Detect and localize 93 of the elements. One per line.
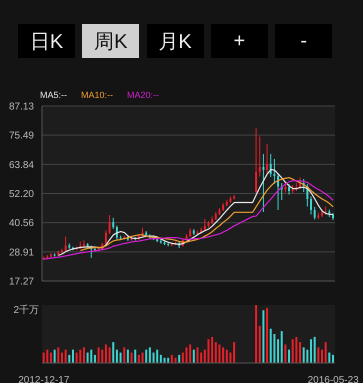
text: 2千万 — [13, 304, 39, 318]
bar — [324, 342, 327, 363]
bar — [57, 347, 60, 363]
candlestick — [299, 176, 302, 190]
bar — [288, 350, 290, 363]
bar — [104, 344, 107, 363]
bar — [50, 352, 52, 363]
y-tick-label: 28.91 — [8, 247, 34, 258]
candlestick — [112, 217, 114, 230]
candlestick — [204, 218, 206, 232]
bar — [138, 354, 140, 363]
bar — [314, 336, 316, 363]
y-tick-label: 75.49 — [8, 130, 34, 142]
bar — [112, 342, 114, 363]
line-series — [43, 180, 334, 260]
bar — [126, 350, 129, 363]
candlestick — [255, 128, 258, 194]
candlestick — [262, 153, 264, 213]
candlestick — [104, 230, 107, 246]
candlestick — [288, 183, 290, 195]
x-tick-label: 2016-05-23 — [308, 375, 360, 383]
text: + — [210, 24, 268, 58]
bar — [134, 350, 136, 363]
bar — [145, 350, 148, 363]
bar — [160, 354, 162, 363]
candlestick — [284, 181, 286, 193]
candlestick — [314, 206, 316, 220]
bar — [207, 339, 210, 363]
bar — [292, 339, 294, 363]
bar — [123, 347, 126, 363]
y-tick-label: 87.13 — [8, 102, 34, 113]
bar — [266, 308, 268, 363]
text: MA20:-- — [127, 90, 160, 100]
bar — [130, 352, 133, 363]
bar — [42, 352, 45, 363]
bar — [156, 350, 158, 363]
bar — [148, 347, 151, 363]
candlestick — [108, 214, 111, 235]
bar — [116, 350, 118, 363]
bar — [46, 350, 48, 363]
bar — [222, 347, 224, 363]
bar — [120, 352, 122, 363]
y-tick-label: 63.84 — [8, 160, 34, 171]
bar — [72, 350, 74, 363]
text: - — [275, 24, 332, 58]
bar — [178, 354, 180, 363]
line-series — [80, 177, 334, 252]
candlestick — [310, 196, 312, 216]
bar — [189, 344, 192, 363]
text: 月K — [146, 24, 204, 58]
bar — [211, 336, 214, 363]
text: 周K — [82, 24, 140, 58]
bar — [86, 352, 89, 363]
text: 日K — [18, 24, 75, 58]
bar — [82, 347, 85, 363]
bar — [310, 339, 312, 363]
bar — [302, 347, 305, 363]
bar — [226, 350, 228, 363]
bar — [79, 350, 82, 363]
bar — [317, 347, 320, 363]
bar — [295, 336, 298, 363]
bar — [233, 342, 236, 363]
y-tick-label: 40.56 — [8, 218, 34, 230]
candlestick — [258, 136, 261, 177]
bar — [284, 344, 286, 363]
candlestick — [189, 228, 192, 238]
bar — [262, 310, 264, 363]
y-tick-label: 52.20 — [8, 189, 34, 200]
bar — [90, 350, 92, 363]
bar — [142, 352, 144, 363]
bar — [273, 334, 276, 363]
bar — [218, 344, 220, 363]
candlestick — [266, 143, 268, 174]
candlestick — [273, 158, 276, 184]
bar — [98, 347, 100, 363]
bar — [108, 347, 111, 363]
bar — [270, 328, 272, 363]
bar — [170, 354, 173, 363]
bar — [76, 352, 78, 363]
text: MA10:-- — [81, 90, 114, 100]
x-tick-label: 2012-12-17 — [18, 375, 70, 383]
bar — [64, 350, 67, 363]
bar — [332, 354, 334, 363]
text: MA5:-- — [40, 90, 67, 100]
bar — [54, 350, 56, 363]
bar — [328, 352, 330, 363]
bar — [185, 347, 188, 363]
bar — [280, 331, 283, 363]
bar — [214, 342, 217, 363]
candlestick — [64, 236, 67, 252]
bar — [196, 347, 198, 363]
y-tick-label: 17.27 — [8, 276, 34, 288]
bar — [192, 350, 195, 363]
